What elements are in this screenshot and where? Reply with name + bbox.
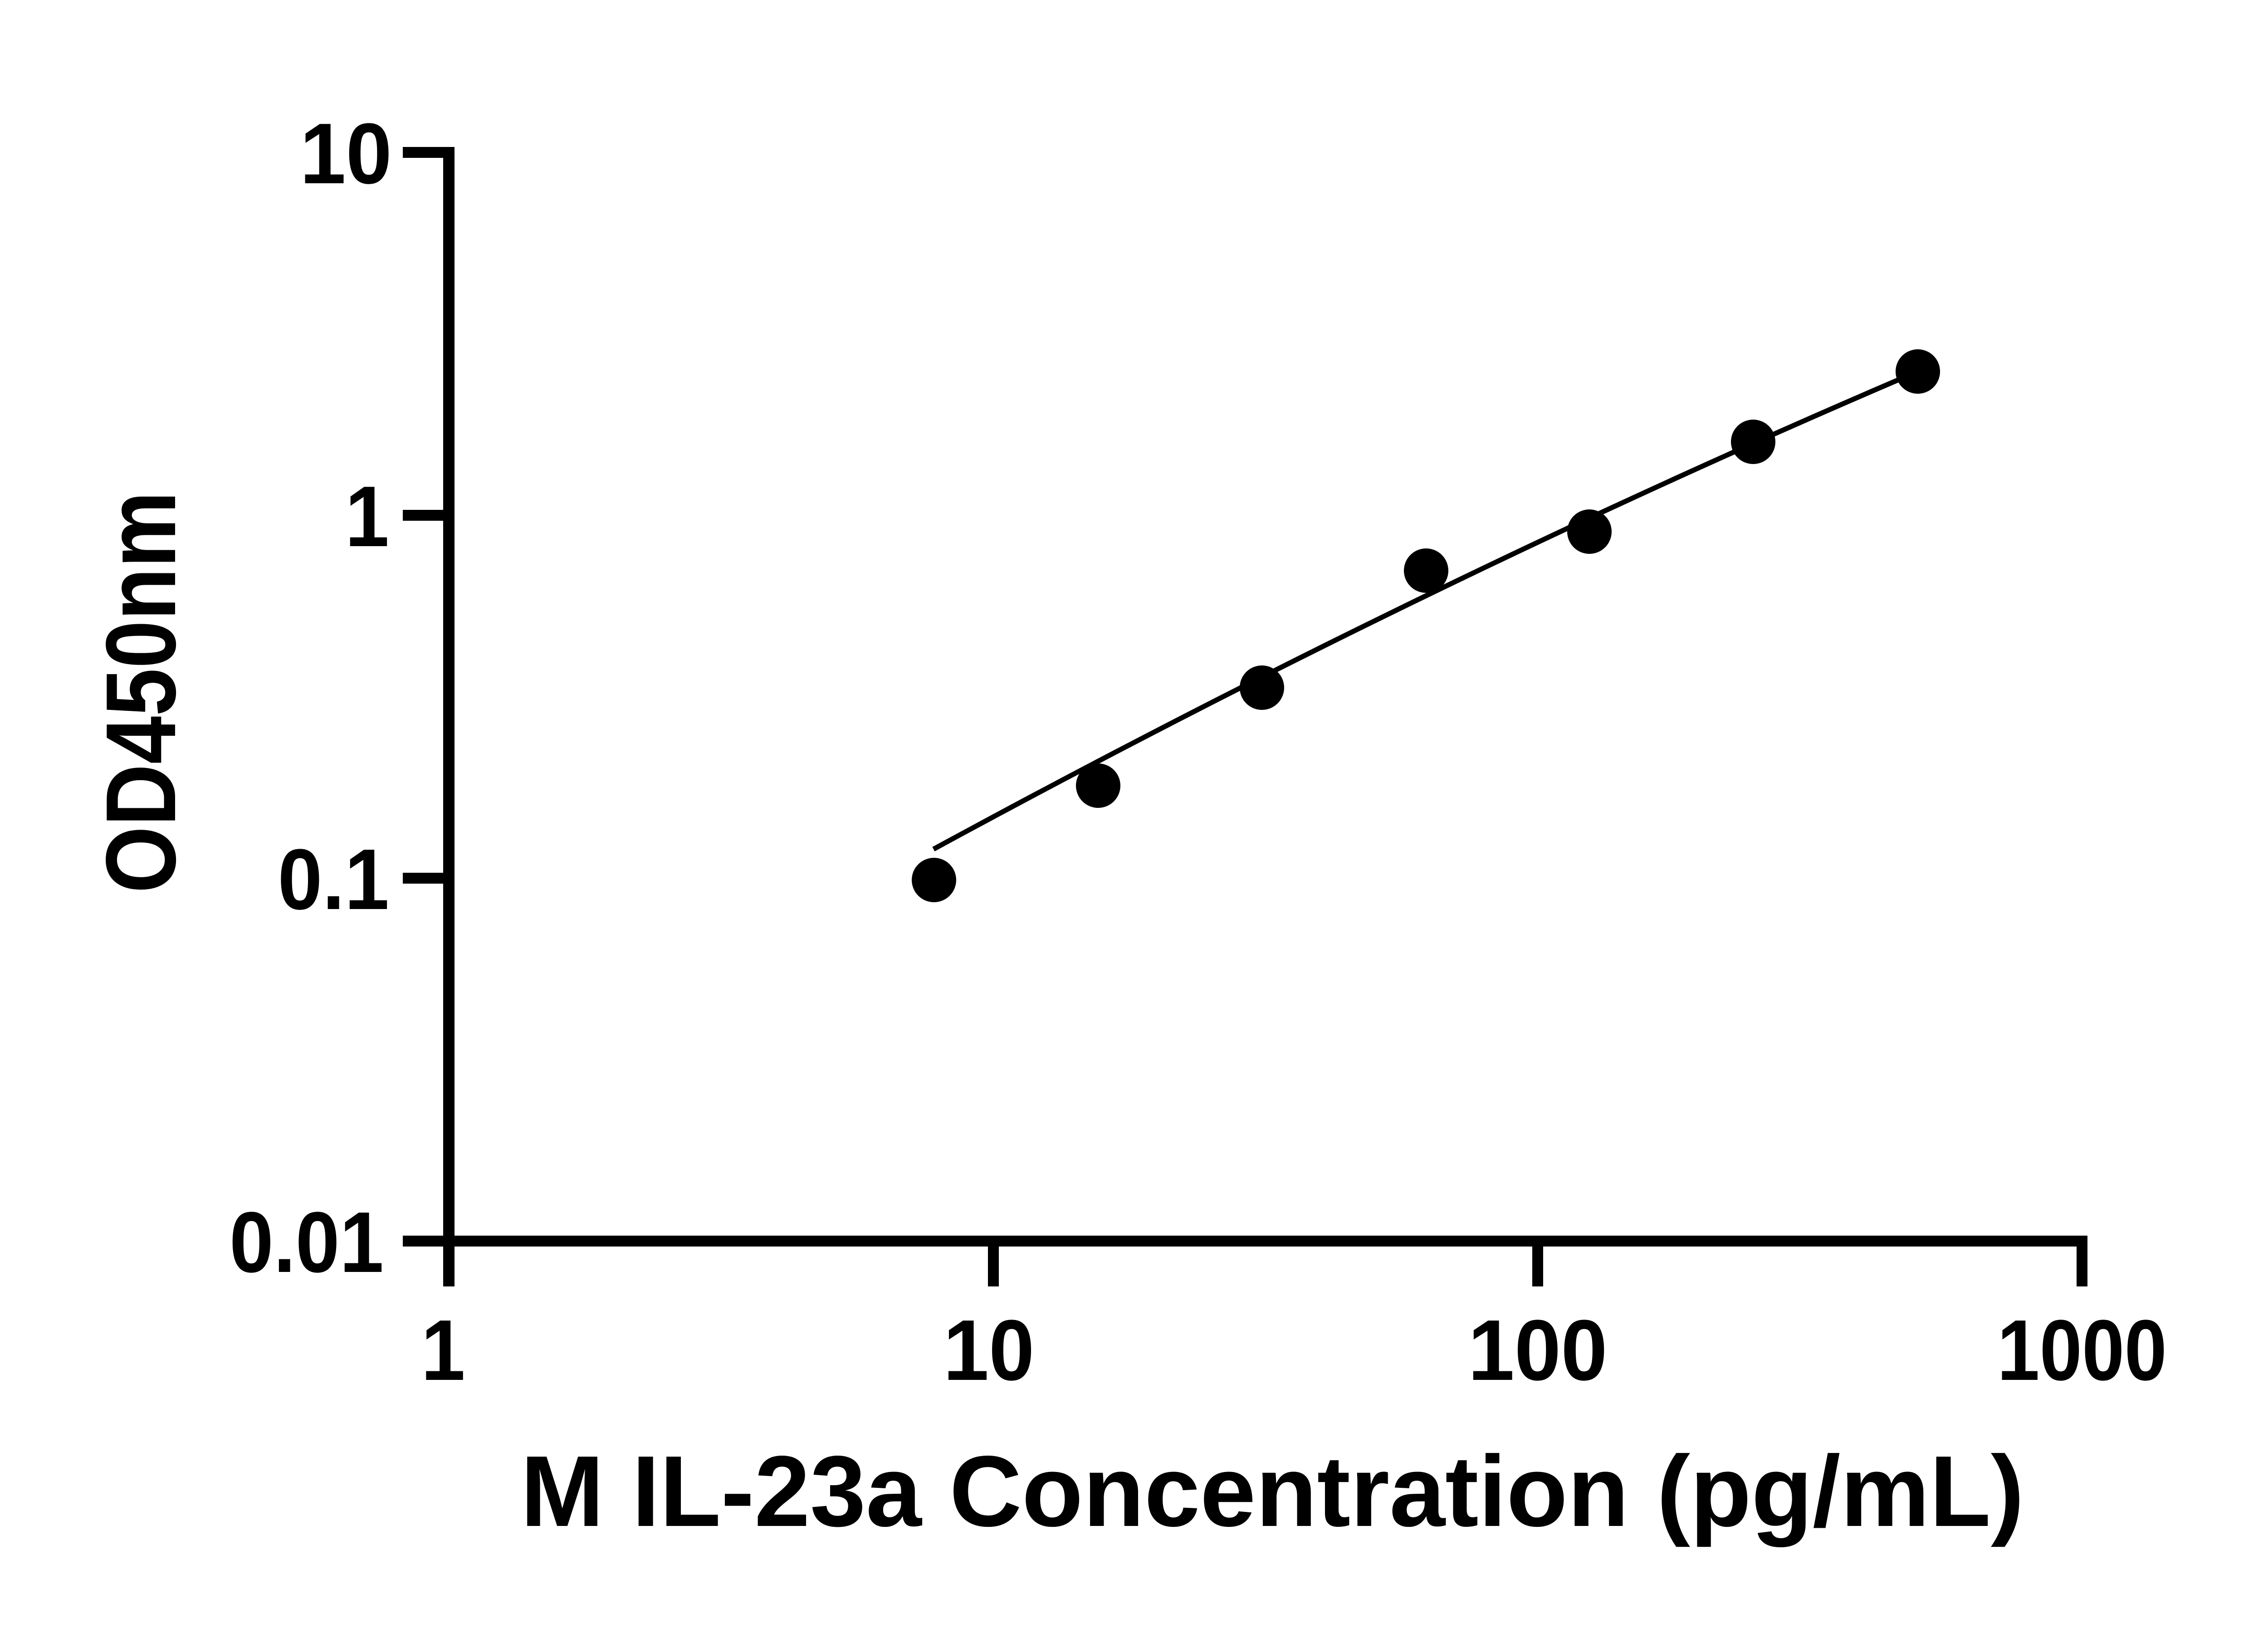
svg-text:0.1: 0.1 xyxy=(278,831,389,927)
svg-text:1: 1 xyxy=(421,1302,465,1398)
svg-text:M IL-23a Concentration (pg/mL): M IL-23a Concentration (pg/mL) xyxy=(521,1435,2024,1548)
svg-text:100: 100 xyxy=(1468,1302,1607,1398)
svg-text:1: 1 xyxy=(345,468,389,564)
svg-text:10: 10 xyxy=(943,1302,1035,1398)
svg-text:1000: 1000 xyxy=(1997,1302,2167,1398)
svg-text:OD450nm: OD450nm xyxy=(86,491,196,893)
svg-text:0.01: 0.01 xyxy=(230,1194,384,1290)
svg-text:10: 10 xyxy=(300,106,392,202)
